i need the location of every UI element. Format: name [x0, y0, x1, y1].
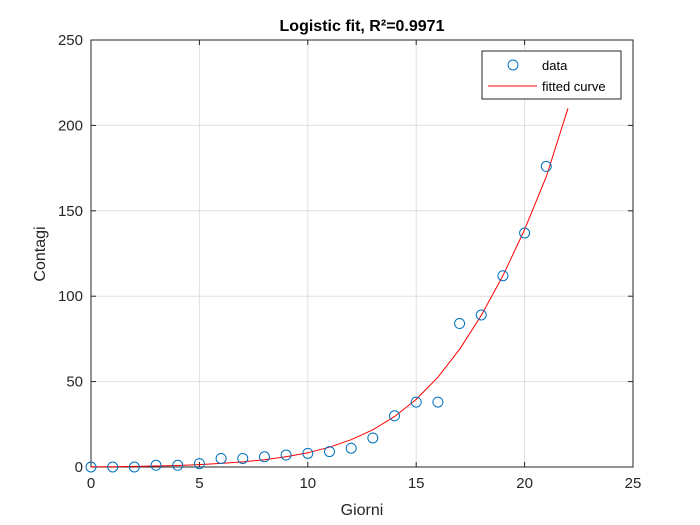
y-tick-label: 100 — [58, 288, 83, 305]
x-tick-label: 10 — [299, 475, 316, 492]
data-point — [540, 160, 552, 172]
plot-area — [90, 39, 634, 468]
data-point — [128, 461, 140, 473]
y-tick-label: 200 — [58, 117, 83, 134]
fitted-curve-line — [90, 108, 569, 468]
data-marks — [85, 108, 569, 473]
y-axis-label: Contagi — [32, 226, 49, 281]
data-point — [497, 270, 509, 282]
x-tick-label: 0 — [87, 475, 95, 492]
data-point — [85, 461, 97, 473]
y-tick-label: 150 — [58, 203, 83, 220]
legend: data fitted curve — [481, 50, 622, 100]
data-point — [172, 459, 184, 471]
data-point — [475, 309, 487, 321]
data-point — [454, 318, 466, 330]
x-axis-label: Giorni — [341, 502, 384, 519]
y-tick-label: 0 — [75, 459, 83, 476]
x-tick-label: 20 — [516, 475, 533, 492]
y-tick-label: 50 — [66, 374, 83, 391]
data-point — [193, 458, 205, 470]
grid-lines — [90, 39, 634, 468]
x-tick-label: 15 — [408, 475, 425, 492]
x-tick-label: 5 — [195, 475, 203, 492]
data-point — [280, 449, 292, 461]
data-point — [302, 447, 314, 459]
data-point — [323, 446, 335, 458]
y-tick-label: 250 — [58, 32, 83, 49]
data-point — [345, 442, 357, 454]
data-point — [215, 452, 227, 464]
x-tick-label: 25 — [625, 475, 642, 492]
data-point — [389, 410, 401, 422]
data-point — [237, 452, 249, 464]
legend-marker-data — [507, 59, 519, 71]
data-point — [150, 459, 162, 471]
data-point — [432, 396, 444, 408]
legend-box — [481, 50, 622, 100]
legend-label-data: data — [542, 58, 568, 73]
data-point — [367, 432, 379, 444]
data-point — [258, 451, 270, 463]
data-point — [107, 461, 119, 473]
chart-title: Logistic fit, R²=0.9971 — [280, 18, 445, 35]
data-point — [519, 227, 531, 239]
legend-label-fitted-curve: fitted curve — [542, 79, 606, 94]
data-point — [410, 396, 422, 408]
